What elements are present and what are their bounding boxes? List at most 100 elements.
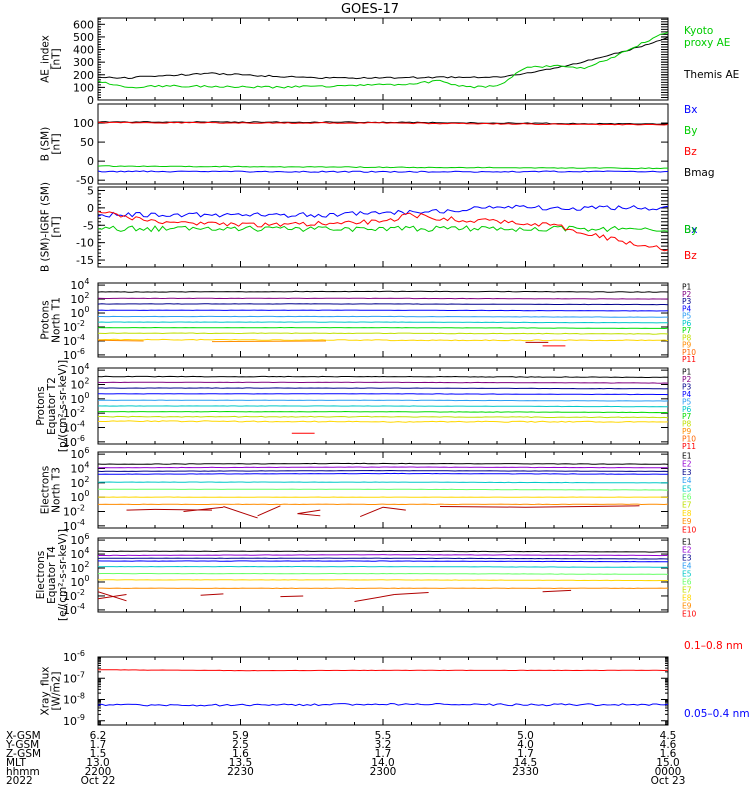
legend-entry: E8 <box>682 509 692 518</box>
y-axis-label: North T3 <box>51 467 63 513</box>
chart-title: GOES-17 <box>341 2 399 17</box>
series-line-p3 <box>98 387 668 390</box>
data-segment <box>439 505 526 508</box>
y-tick-label: 100 <box>73 81 94 94</box>
panel-frame <box>97 537 669 613</box>
legend-entry: E8 <box>682 594 692 603</box>
y-tick-label: 600 <box>73 18 94 31</box>
x-axis-tick-label: 2230 <box>227 766 254 778</box>
y-tick-label: 10-4 <box>63 420 85 435</box>
x-axis-tick-label: 13.0 <box>86 757 109 769</box>
x-axis-tick-label: 2200 <box>85 766 112 778</box>
data-segment <box>297 513 321 517</box>
y-axis-label: [nT] <box>51 48 63 69</box>
data-segment <box>280 595 304 598</box>
x-axis-tick-label: 1.5 <box>90 748 107 760</box>
x-axis-tick-label: 6.2 <box>90 730 107 742</box>
legend-entry: P10 <box>682 435 696 444</box>
legend-entry: P7 <box>682 412 692 421</box>
panel-frame <box>97 656 669 726</box>
data-segment <box>360 506 384 517</box>
x-axis-row-label: hhmm <box>6 766 40 778</box>
y-tick-label: 400 <box>73 44 94 57</box>
legend-entry: P11 <box>682 355 696 364</box>
y-axis-label: [W/m2] <box>51 671 63 710</box>
legend-entry: E9 <box>682 517 692 526</box>
y-tick-label: 100 <box>70 391 89 406</box>
data-segment <box>382 506 406 511</box>
legend-entry: P5 <box>682 397 692 406</box>
series-line-0-05-0-4-nm <box>98 702 668 707</box>
y-axis-label: Equator T4 <box>46 546 58 604</box>
y-tick-label: 10-9 <box>63 713 85 728</box>
legend-entry: E10 <box>682 610 697 619</box>
legend-entry: E3 <box>682 554 692 563</box>
x-axis-tick-label: 13.5 <box>229 757 252 769</box>
y-axis-label: B (SM)-IGRF (SM) <box>40 182 52 272</box>
x-axis-tick-label: 1.7 <box>517 748 534 760</box>
y-tick-label: 10-6 <box>63 649 85 664</box>
x-axis-tick-label: 1.7 <box>90 739 107 751</box>
y-tick-label: 102 <box>70 475 89 490</box>
data-segment <box>126 508 156 511</box>
x-axis-tick-label: 2300 <box>370 766 397 778</box>
y-tick-label: 102 <box>70 376 89 391</box>
series-line-p6 <box>98 405 668 408</box>
legend-entry: P2 <box>682 375 692 384</box>
legend-entry: E2 <box>682 546 692 555</box>
x-axis-tick-label: Oct 23 <box>651 775 686 787</box>
legend-entry: P2 <box>682 290 692 299</box>
y-tick-label: 500 <box>73 31 94 44</box>
x-axis-tick-label: 14.5 <box>514 757 537 769</box>
y-tick-label: 104 <box>70 546 89 561</box>
legend-entry: Bz <box>684 146 697 158</box>
series-line-p7 <box>98 326 668 330</box>
y-tick-label: 50 <box>80 136 94 149</box>
x-axis-tick-label: 5.0 <box>517 730 534 742</box>
legend-entry: P1 <box>682 283 692 292</box>
data-segment <box>98 591 127 602</box>
y-tick-label: 104 <box>70 460 89 475</box>
y-axis-label: [e/(cm²-s-sr-keV)] <box>57 529 69 621</box>
legend-entry: P6 <box>682 405 692 414</box>
y-tick-label: 0 <box>87 202 94 215</box>
series-line-p1 <box>98 375 668 379</box>
y-tick-label: 104 <box>70 277 89 292</box>
legend-entry: E9 <box>682 602 692 611</box>
y-axis-label: [nT] <box>51 133 63 154</box>
series-line-e4 <box>98 472 668 475</box>
legend-entry: E4 <box>682 476 692 485</box>
data-segment <box>354 594 395 603</box>
legend-entry: P3 <box>682 382 692 391</box>
y-tick-label: 10-4 <box>63 518 85 533</box>
series-line-p5 <box>98 315 668 318</box>
x-axis-tick-label: 0000 <box>655 766 682 778</box>
legend-entry: E2 <box>682 460 692 469</box>
x-axis-tick-label: 1.6 <box>660 748 677 760</box>
series-line-p5 <box>98 399 668 402</box>
x-axis-tick-label: 5.9 <box>232 730 249 742</box>
series-line-e4 <box>98 560 668 563</box>
x-axis-tick-label: 15.0 <box>656 757 679 769</box>
y-tick-label: 5 <box>87 184 94 197</box>
series-line-e3 <box>98 469 668 473</box>
series-line-e5 <box>98 481 668 484</box>
data-segment <box>394 591 429 596</box>
data-segment <box>542 589 572 593</box>
series-line-p2 <box>98 381 668 384</box>
series-line-p1 <box>98 290 668 293</box>
series-line-e6 <box>98 488 668 491</box>
y-tick-label: 10-8 <box>63 692 85 707</box>
y-tick-label: 10-6 <box>63 347 85 362</box>
legend-entry: P8 <box>682 420 692 429</box>
x-axis-tick-label: Oct 22 <box>81 775 116 787</box>
legend-entry: P3 <box>682 297 692 306</box>
data-segment <box>257 505 281 517</box>
series-line-bz <box>98 210 668 252</box>
data-segment <box>525 505 640 508</box>
legend-entry: E6 <box>682 578 692 587</box>
x-axis-tick-label: 4.6 <box>660 739 677 751</box>
y-tick-label: 10-2 <box>63 504 85 519</box>
